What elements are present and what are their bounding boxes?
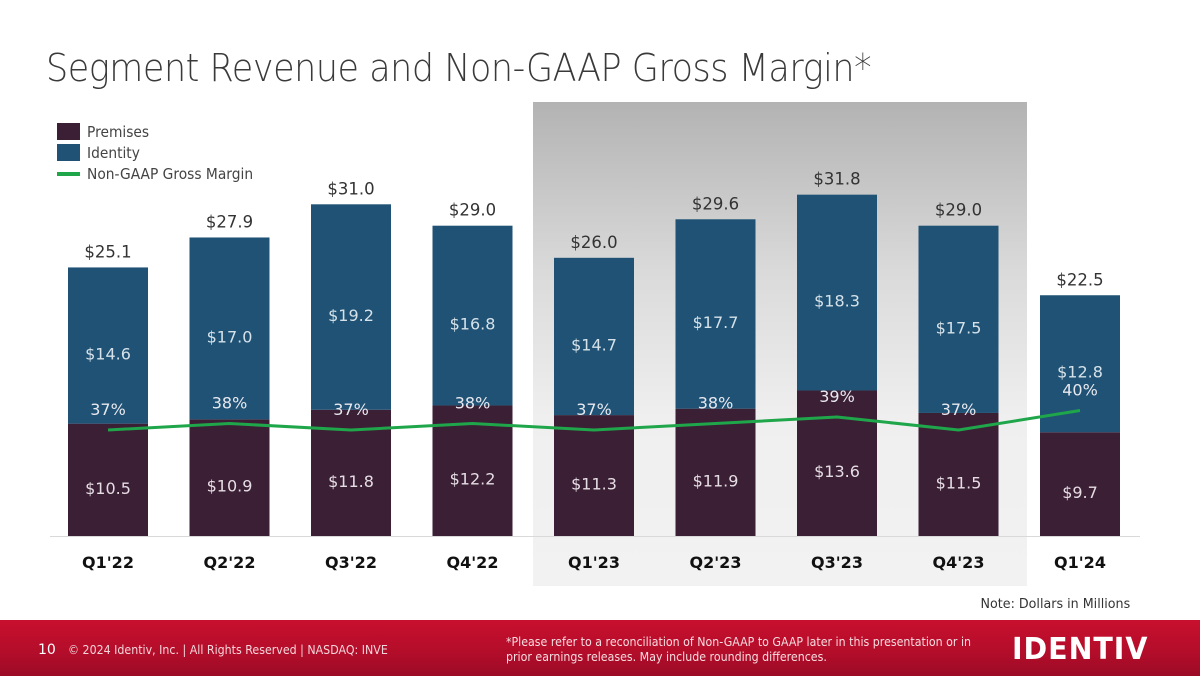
label-premises: $10.5: [85, 479, 131, 498]
x-tick-label: Q4'23: [933, 553, 985, 572]
bar-identity: [311, 204, 391, 410]
label-premises: $13.6: [814, 462, 860, 481]
label-margin: 37%: [576, 400, 612, 419]
page-number: 10: [38, 642, 56, 658]
label-margin: 37%: [333, 400, 369, 419]
label-total: $27.9: [206, 212, 253, 231]
label-total: $26.0: [570, 233, 617, 252]
bar-identity: [797, 194, 877, 391]
premises-swatch: [57, 123, 80, 140]
label-premises: $10.9: [207, 477, 253, 496]
label-margin: 38%: [212, 394, 248, 413]
bar-identity: [554, 257, 634, 416]
bar-premises: [432, 405, 513, 536]
x-tick-label: Q1'23: [568, 553, 620, 572]
units-note: Note: Dollars in Millions: [980, 596, 1130, 612]
legend-item-margin: Non-GAAP Gross Margin: [57, 163, 268, 184]
legend-label-identity: Identity: [87, 143, 140, 162]
disclaimer-line-2: prior earnings releases. May include rou…: [506, 650, 827, 664]
margin-line-swatch: [57, 171, 80, 176]
bar-premises: [68, 423, 148, 536]
bar-premises: [918, 412, 999, 536]
x-tick-label: Q3'22: [325, 553, 377, 572]
label-identity: $18.3: [814, 292, 860, 311]
label-identity: $19.2: [328, 306, 374, 325]
legend-label-margin: Non-GAAP Gross Margin: [87, 164, 254, 183]
x-tick-label: Q1'24: [1054, 553, 1106, 572]
bar-identity: [189, 237, 270, 420]
bar-premises: [1040, 432, 1120, 536]
copyright-text: © 2024 Identiv, Inc. | All Rights Reserv…: [68, 643, 388, 657]
label-identity: $14.6: [85, 345, 131, 364]
slide-title: Segment Revenue and Non-GAAP Gross Margi…: [46, 46, 872, 90]
bar-identity: [675, 219, 756, 409]
chart-legend: Premises Identity Non-GAAP Gross Margin: [57, 121, 268, 184]
label-premises: $11.3: [571, 475, 617, 494]
x-tick-label: Q4'22: [447, 553, 499, 572]
label-identity: $17.5: [936, 318, 982, 337]
disclaimer-line-1: *Please refer to a reconciliation of Non…: [506, 635, 972, 649]
label-total: $31.8: [813, 170, 860, 189]
bar-identity: [68, 267, 148, 424]
label-total: $29.0: [935, 201, 982, 220]
label-total: $31.0: [327, 179, 374, 198]
identity-swatch: [57, 144, 80, 161]
label-identity: $16.8: [450, 315, 496, 334]
label-margin: 39%: [819, 387, 855, 406]
label-margin: 37%: [90, 400, 126, 419]
label-total: $25.1: [84, 242, 131, 261]
label-margin: 37%: [941, 400, 977, 419]
legend-item-premises: Premises: [57, 121, 268, 142]
label-premises: $12.2: [450, 470, 496, 489]
bar-premises: [797, 390, 877, 536]
label-margin: 38%: [455, 394, 491, 413]
x-tick-label: Q2'22: [204, 553, 256, 572]
identiv-logo: IDENTIV: [1012, 632, 1149, 667]
label-identity: $17.7: [693, 313, 739, 332]
label-identity: $17.0: [207, 327, 253, 346]
label-margin: 40%: [1062, 381, 1098, 400]
label-identity: $12.8: [1057, 363, 1103, 382]
label-total: $22.5: [1056, 270, 1103, 289]
label-total: $29.0: [449, 201, 496, 220]
bar-identity: [1040, 295, 1120, 433]
x-tick-label: Q2'23: [690, 553, 742, 572]
label-premises: $11.5: [936, 473, 982, 492]
bar-premises: [675, 408, 756, 536]
label-premises: $11.8: [328, 472, 374, 491]
label-margin: 38%: [698, 394, 734, 413]
x-tick-label: Q3'23: [811, 553, 863, 572]
bar-identity: [918, 225, 999, 413]
legend-label-premises: Premises: [87, 122, 150, 141]
bar-premises: [554, 415, 634, 536]
bar-identity: [432, 225, 513, 406]
label-premises: $9.7: [1062, 483, 1098, 502]
bar-premises: [189, 419, 270, 536]
label-total: $29.6: [692, 194, 739, 213]
label-premises: $11.9: [693, 471, 739, 490]
disclaimer-text: *Please refer to a reconciliation of Non…: [506, 635, 971, 665]
label-identity: $14.7: [571, 335, 617, 354]
footer-bar: 10 © 2024 Identiv, Inc. | All Rights Res…: [0, 620, 1200, 676]
x-tick-label: Q1'22: [82, 553, 134, 572]
legend-item-identity: Identity: [57, 142, 268, 163]
revenue-chart: $10.5 $14.6 $25.1 Q1'22 37% $10.9 $17.0 $27.9 Q2…: [50, 170, 1140, 572]
